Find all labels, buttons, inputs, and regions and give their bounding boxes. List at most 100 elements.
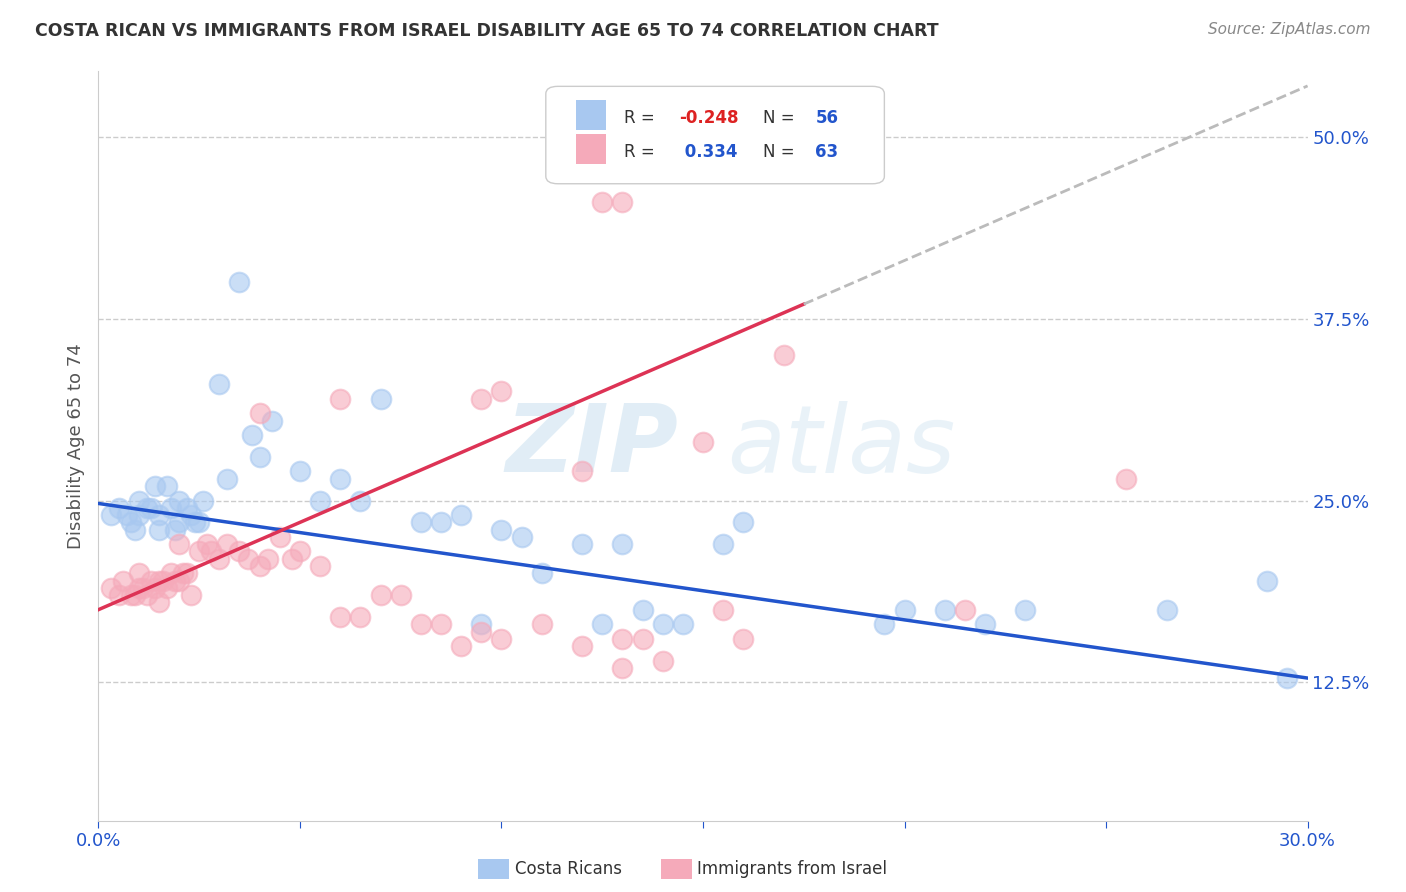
FancyBboxPatch shape (576, 100, 606, 130)
Point (309, 559, 332, 574)
Point (612, 537, 634, 551)
Point (571, 639, 593, 653)
FancyBboxPatch shape (576, 135, 606, 164)
Point (180, 588, 202, 602)
Point (156, 479, 179, 493)
Point (370, 392, 392, 406)
Point (120, 588, 142, 602)
Point (651, 654, 673, 668)
Point (120, 516, 142, 530)
Point (281, 551, 304, 566)
Point (1256, 574, 1278, 588)
Point (409, 516, 432, 530)
Point (200, 544, 222, 558)
Text: 56: 56 (815, 109, 838, 127)
Point (163, 574, 186, 588)
Point (430, 617, 453, 632)
Point (934, 602, 956, 616)
Point (128, 566, 150, 581)
Point (124, 523, 146, 537)
Point (128, 493, 150, 508)
Point (1115, 472, 1137, 486)
Text: 63: 63 (815, 144, 838, 161)
Point (329, 472, 352, 486)
Point (409, 617, 432, 632)
Point (176, 500, 198, 515)
Point (269, 530, 291, 544)
Point (160, 566, 183, 581)
Point (1277, 671, 1299, 685)
Point (180, 508, 202, 522)
Point (124, 588, 146, 602)
Point (450, 639, 472, 653)
Point (135, 500, 157, 515)
Point (152, 574, 174, 588)
Point (208, 377, 231, 392)
Point (148, 508, 170, 522)
Point (953, 602, 976, 616)
Text: Source: ZipAtlas.com: Source: ZipAtlas.com (1208, 22, 1371, 37)
Point (893, 602, 915, 616)
Point (143, 581, 166, 595)
Point (612, 195, 634, 210)
Text: ZIP: ZIP (506, 400, 679, 492)
FancyBboxPatch shape (546, 87, 884, 184)
Point (167, 537, 190, 551)
Point (389, 588, 412, 602)
Point (228, 544, 250, 558)
Point (530, 617, 553, 632)
Point (651, 617, 673, 632)
Text: atlas: atlas (727, 401, 956, 491)
Point (470, 617, 492, 632)
Point (260, 413, 283, 427)
Point (249, 450, 271, 464)
Point (288, 465, 311, 479)
Point (167, 516, 190, 530)
Text: R =: R = (624, 144, 661, 161)
Point (217, 537, 239, 551)
Point (692, 435, 714, 450)
Point (193, 493, 215, 508)
Point (148, 574, 170, 588)
Point (217, 472, 239, 486)
Point (631, 632, 654, 646)
Point (591, 195, 613, 210)
Point (288, 544, 311, 558)
Point (128, 581, 150, 595)
Point (491, 632, 513, 646)
Point (148, 523, 170, 537)
Point (172, 566, 194, 581)
Point (711, 602, 734, 616)
Point (974, 617, 997, 632)
Point (349, 610, 371, 624)
Point (132, 581, 155, 595)
Point (107, 500, 129, 515)
Point (139, 500, 162, 515)
Point (631, 602, 654, 616)
Point (160, 500, 183, 515)
Point (228, 276, 250, 290)
Y-axis label: Disability Age 65 to 74: Disability Age 65 to 74 (66, 343, 84, 549)
Point (591, 617, 613, 632)
Point (163, 523, 186, 537)
Point (156, 581, 179, 595)
Point (107, 588, 129, 602)
Point (256, 551, 278, 566)
Point (128, 508, 150, 522)
Point (148, 595, 170, 609)
Point (612, 632, 634, 646)
Point (167, 493, 190, 508)
Text: N =: N = (763, 144, 800, 161)
Point (470, 624, 492, 639)
Point (139, 574, 162, 588)
Text: Immigrants from Israel: Immigrants from Israel (697, 860, 887, 878)
Point (370, 588, 392, 602)
Point (349, 493, 371, 508)
Point (236, 551, 259, 566)
Point (176, 566, 198, 581)
Text: R =: R = (624, 109, 661, 127)
Point (188, 544, 211, 558)
Point (430, 516, 453, 530)
Point (491, 384, 513, 399)
Point (188, 516, 211, 530)
